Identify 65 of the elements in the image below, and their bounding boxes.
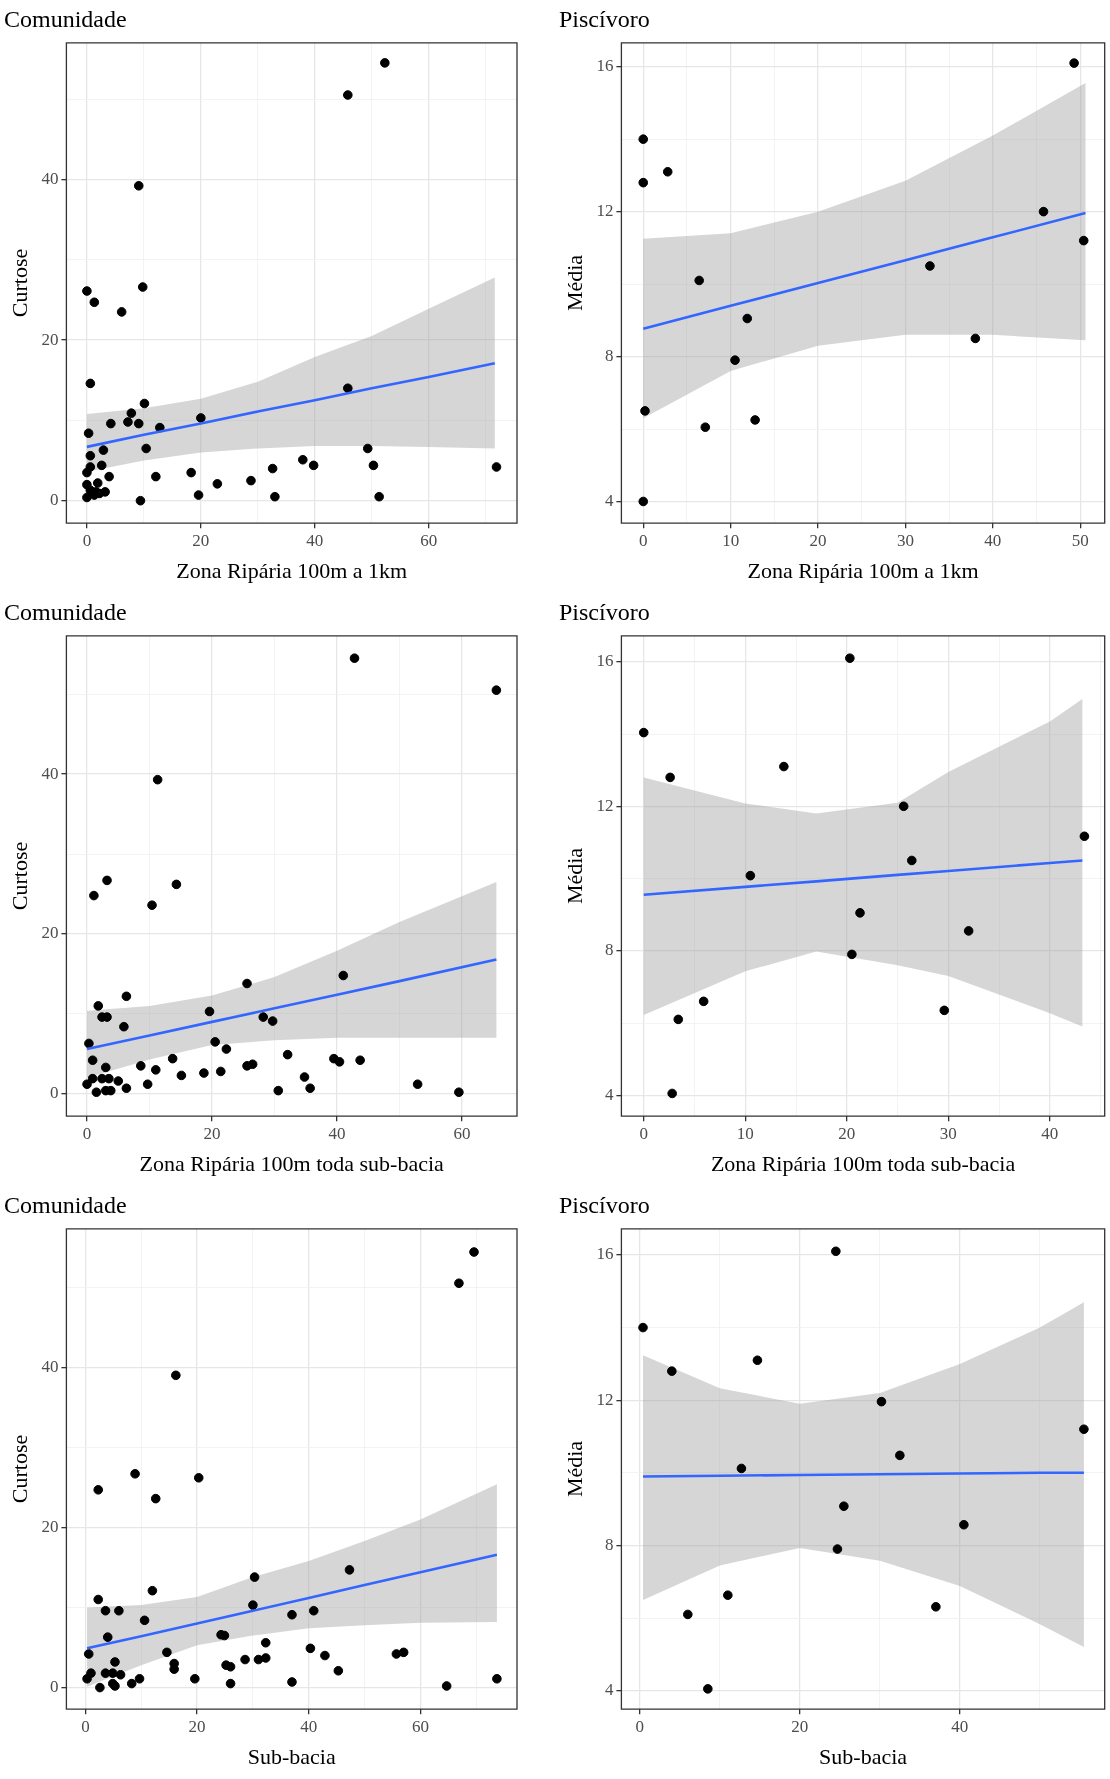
x-tick-label: 60 [411, 1716, 429, 1736]
x-tick-label: 20 [809, 530, 827, 550]
x-tick-label: 40 [328, 1123, 346, 1143]
y-tick-label: 8 [604, 940, 614, 960]
x-tick-label: 0 [81, 1716, 90, 1736]
y-tick-label: 12 [596, 201, 614, 221]
y-axis-title: Média [561, 254, 587, 312]
chart-title: Comunidade [4, 1191, 127, 1218]
chart-title: Piscívoro [559, 5, 650, 32]
x-tick-label: 0 [82, 530, 92, 550]
x-tick-label: 30 [896, 530, 914, 550]
x-tick-label: 10 [736, 1123, 754, 1143]
x-axis-title: Zona Ripária 100m a 1km [747, 557, 979, 583]
y-tick-label: 0 [49, 1083, 59, 1103]
y-axis-title: Curtose [6, 1434, 32, 1504]
y-tick-label: 8 [604, 346, 614, 366]
y-tick-label: 0 [49, 1677, 59, 1697]
y-axis-title: Curtose [6, 841, 32, 911]
y-axis-title: Média [561, 1440, 587, 1498]
y-tick-label: 40 [41, 763, 59, 783]
y-tick-label: 40 [41, 1356, 59, 1376]
chart-title: Comunidade [4, 5, 127, 32]
x-axis-title: Zona Ripária 100m a 1km [176, 557, 408, 583]
x-axis-title: Sub-bacia [819, 1743, 908, 1769]
y-tick-label: 8 [604, 1534, 614, 1554]
x-tick-label: 40 [984, 530, 1002, 550]
y-axis-title: Média [561, 847, 587, 905]
y-tick-label: 40 [41, 168, 59, 188]
x-tick-label: 0 [635, 1716, 645, 1736]
y-tick-label: 12 [596, 795, 614, 815]
x-tick-label: 10 [722, 530, 740, 550]
chart-title: Comunidade [4, 598, 127, 625]
x-axis-title: Zona Ripária 100m toda sub-bacia [139, 1150, 445, 1176]
y-tick-label: 4 [604, 1680, 614, 1700]
x-tick-label: 20 [192, 530, 210, 550]
x-tick-label: 0 [639, 1123, 648, 1143]
x-tick-label: 60 [453, 1123, 471, 1143]
x-axis-title: Zona Ripária 100m toda sub-bacia [710, 1150, 1016, 1176]
y-tick-label: 16 [596, 1244, 614, 1264]
x-tick-label: 0 [639, 530, 648, 550]
y-axis-title: Curtose [6, 248, 32, 318]
x-tick-label: 40 [951, 1716, 969, 1736]
x-axis-title: Sub-bacia [247, 1743, 336, 1769]
y-tick-label: 20 [41, 329, 59, 349]
x-tick-label: 40 [1041, 1123, 1059, 1143]
y-tick-label: 0 [49, 490, 59, 510]
x-tick-label: 20 [188, 1716, 206, 1736]
y-tick-label: 12 [596, 1389, 614, 1409]
x-tick-label: 60 [420, 530, 438, 550]
chart-title: Piscívoro [559, 1191, 650, 1218]
x-tick-label: 40 [300, 1716, 318, 1736]
x-tick-label: 20 [838, 1123, 856, 1143]
x-tick-label: 0 [82, 1123, 92, 1143]
y-tick-label: 20 [41, 923, 59, 943]
x-tick-label: 40 [306, 530, 324, 550]
y-tick-label: 4 [604, 490, 614, 510]
x-tick-label: 50 [1071, 530, 1089, 550]
x-tick-label: 20 [203, 1123, 221, 1143]
x-tick-label: 30 [939, 1123, 957, 1143]
y-tick-label: 16 [596, 651, 614, 671]
chart-title: Piscívoro [559, 598, 650, 625]
y-tick-label: 4 [604, 1084, 614, 1104]
y-tick-label: 16 [596, 56, 614, 76]
x-tick-label: 20 [791, 1716, 809, 1736]
y-tick-label: 20 [41, 1516, 59, 1536]
